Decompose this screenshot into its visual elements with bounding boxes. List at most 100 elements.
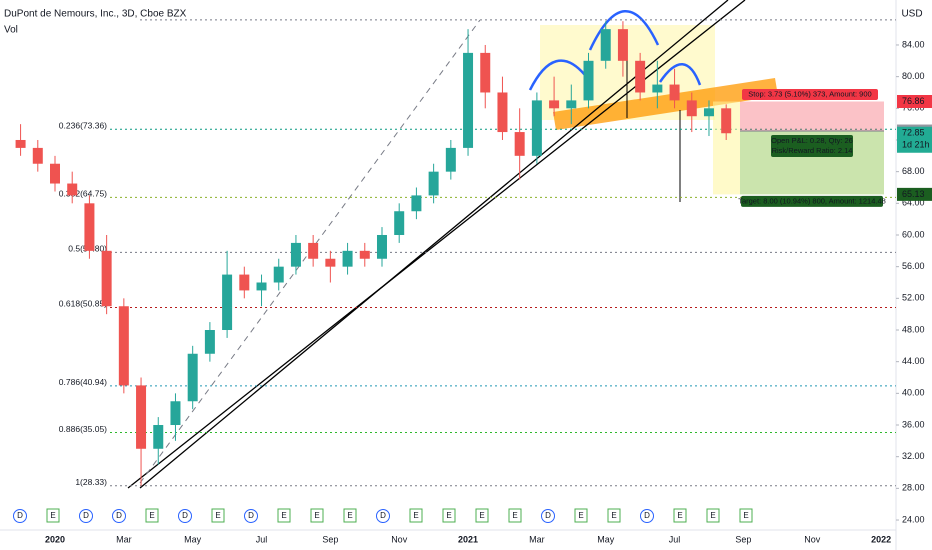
y-tick-label: 24.00 xyxy=(902,514,925,524)
event-marker[interactable]: E xyxy=(343,508,357,523)
candle-body xyxy=(32,147,43,164)
event-marker[interactable]: D xyxy=(178,509,192,523)
x-tick-label: Nov xyxy=(391,534,408,544)
head-arc xyxy=(588,10,660,51)
event-label: E xyxy=(446,511,451,520)
event-label: D xyxy=(644,511,650,520)
y-tick-label: 68.00 xyxy=(902,166,925,176)
event-marker[interactable]: D xyxy=(640,509,654,523)
event-label: D xyxy=(83,511,89,520)
event-icon xyxy=(343,508,357,523)
x-tick-label: Sep xyxy=(735,534,751,544)
event-marker[interactable]: E xyxy=(574,508,588,523)
candle-body xyxy=(463,52,474,148)
event-icon xyxy=(409,508,423,523)
y-tick-label: 60.00 xyxy=(902,229,925,239)
price-tag xyxy=(897,95,932,109)
candle-body xyxy=(480,52,491,93)
event-marker[interactable]: E xyxy=(706,508,720,523)
x-tick-label: Nov xyxy=(804,534,821,544)
event-icon xyxy=(541,509,555,523)
event-label: E xyxy=(512,511,517,520)
event-marker[interactable]: E xyxy=(211,508,225,523)
event-marker[interactable]: D xyxy=(112,509,126,523)
x-tick-label: 2022 xyxy=(871,534,891,544)
event-label: E xyxy=(677,511,682,520)
event-marker[interactable]: D xyxy=(13,509,27,523)
event-marker[interactable]: E xyxy=(46,508,60,523)
y-tick-label: 48.00 xyxy=(902,324,925,334)
event-marker[interactable]: E xyxy=(475,508,489,523)
candle-body xyxy=(15,139,26,148)
y-tick-label: 28.00 xyxy=(902,483,925,493)
event-marker[interactable]: D xyxy=(244,509,258,523)
event-icon xyxy=(739,508,753,523)
event-marker[interactable]: E xyxy=(739,508,753,523)
price-tag xyxy=(897,187,932,201)
event-marker[interactable]: D xyxy=(376,509,390,523)
price-tag-label: 76.86 xyxy=(902,96,925,106)
candle-body xyxy=(118,306,129,386)
event-marker[interactable]: E xyxy=(607,508,621,523)
event-label: D xyxy=(545,511,551,520)
candle-body xyxy=(394,211,405,235)
event-marker[interactable]: E xyxy=(310,508,324,523)
pnl-label: Open P&L: 0.28, Qty: 26 xyxy=(771,136,853,145)
price-tag-label: 65.13 xyxy=(902,189,925,199)
stop-label-bg xyxy=(742,89,878,101)
candle-body xyxy=(566,100,577,109)
event-marker[interactable]: D xyxy=(541,509,555,523)
candle-body xyxy=(308,242,319,259)
event-icon xyxy=(706,508,720,523)
event-label: D xyxy=(182,511,188,520)
stop-zone xyxy=(740,101,884,132)
event-marker[interactable]: E xyxy=(673,508,687,523)
event-label: E xyxy=(578,511,583,520)
candle-body xyxy=(445,147,456,172)
candle-body xyxy=(359,250,370,259)
event-icon xyxy=(508,508,522,523)
target-label-bg xyxy=(741,195,883,207)
shoulder-arc xyxy=(528,59,586,91)
chart-title: DuPont de Nemours, Inc., 3D, Cboe BZX xyxy=(4,9,187,20)
event-marker[interactable]: E xyxy=(508,508,522,523)
event-label: E xyxy=(215,511,220,520)
event-marker[interactable]: E xyxy=(145,508,159,523)
event-marker[interactable]: E xyxy=(442,508,456,523)
y-tick-label: 84.00 xyxy=(902,39,925,49)
candle-body xyxy=(635,60,646,93)
event-icon xyxy=(475,508,489,523)
event-label: E xyxy=(50,511,55,520)
x-tick-label: May xyxy=(597,534,615,544)
candle-body xyxy=(67,183,78,196)
event-label: E xyxy=(413,511,418,520)
event-marker[interactable]: E xyxy=(277,508,291,523)
event-marker[interactable]: E xyxy=(409,508,423,523)
candle-body xyxy=(204,330,215,354)
currency[interactable]: USD xyxy=(901,9,922,20)
event-icon xyxy=(13,509,27,523)
candle-body xyxy=(376,234,387,259)
candle-body xyxy=(50,163,60,184)
event-icon xyxy=(277,508,291,523)
event-label: E xyxy=(347,511,352,520)
event-icon xyxy=(178,509,192,523)
event-icon xyxy=(79,509,93,523)
fib-label: 1(28.33) xyxy=(75,477,107,487)
y-tick-label: 36.00 xyxy=(902,419,925,429)
candle-body xyxy=(325,258,336,267)
event-label: E xyxy=(149,511,154,520)
candle-body xyxy=(583,60,594,101)
candle-body xyxy=(239,274,250,291)
event-marker[interactable]: D xyxy=(79,509,93,523)
event-icon xyxy=(145,508,159,523)
neckline-channel xyxy=(553,78,778,130)
event-label: D xyxy=(380,511,386,520)
candle-body xyxy=(136,385,147,449)
event-icon xyxy=(211,508,225,523)
candle-body xyxy=(187,353,198,402)
candle-body xyxy=(549,100,560,109)
candle-body xyxy=(600,29,611,61)
candle-body xyxy=(497,92,508,133)
